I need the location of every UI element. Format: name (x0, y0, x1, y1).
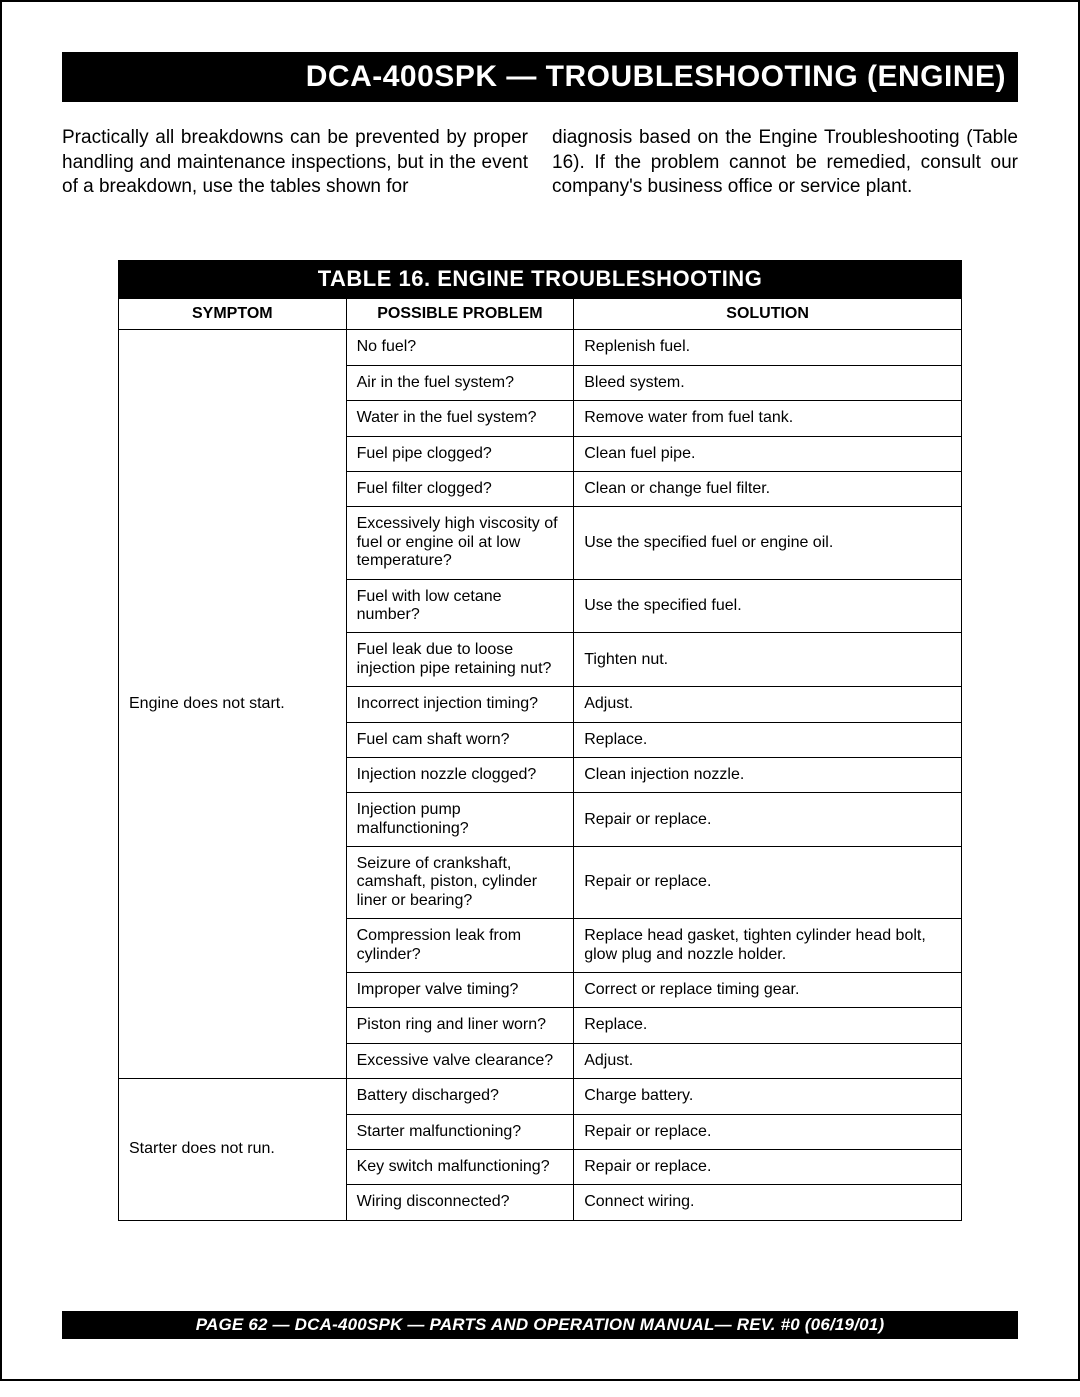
table-row: Engine does not start.No fuel?Replenish … (119, 330, 962, 365)
solution-cell: Replace. (574, 1008, 962, 1043)
solution-cell: Replace head gasket, tighten cylinder he… (574, 919, 962, 973)
intro-text: Practically all breakdowns can be preven… (62, 126, 1018, 200)
solution-cell: Repair or replace. (574, 1114, 962, 1149)
problem-cell: Fuel pipe clogged? (346, 436, 574, 471)
solution-cell: Connect wiring. (574, 1185, 962, 1220)
table-title: TABLE 16. ENGINE TROUBLESHOOTING (118, 260, 962, 298)
solution-cell: Remove water from fuel tank. (574, 401, 962, 436)
solution-cell: Clean or change fuel filter. (574, 472, 962, 507)
solution-cell: Adjust. (574, 687, 962, 722)
symptom-cell: Starter does not run. (119, 1079, 347, 1221)
problem-cell: Starter malfunctioning? (346, 1114, 574, 1149)
problem-cell: Wiring disconnected? (346, 1185, 574, 1220)
problem-cell: Seizure of crankshaft, camshaft, piston,… (346, 847, 574, 919)
solution-cell: Adjust. (574, 1043, 962, 1078)
page-title-bar: DCA-400SPK — TROUBLESHOOTING (ENGINE) (62, 52, 1018, 102)
problem-cell: Incorrect injection timing? (346, 687, 574, 722)
intro-col-2: diagnosis based on the Engine Troublesho… (552, 126, 1018, 200)
solution-cell: Clean injection nozzle. (574, 757, 962, 792)
problem-cell: Injection nozzle clogged? (346, 757, 574, 792)
problem-cell: Fuel cam shaft worn? (346, 722, 574, 757)
troubleshooting-table: SYMPTOM POSSIBLE PROBLEM SOLUTION Engine… (118, 298, 962, 1221)
solution-cell: Replenish fuel. (574, 330, 962, 365)
solution-cell: Tighten nut. (574, 633, 962, 687)
solution-cell: Use the specified fuel or engine oil. (574, 507, 962, 579)
problem-cell: Piston ring and liner worn? (346, 1008, 574, 1043)
header-problem: POSSIBLE PROBLEM (346, 299, 574, 330)
problem-cell: Water in the fuel system? (346, 401, 574, 436)
problem-cell: Fuel with low cetane number? (346, 579, 574, 633)
solution-cell: Charge battery. (574, 1079, 962, 1114)
problem-cell: Excessively high viscosity of fuel or en… (346, 507, 574, 579)
intro-col-1: Practically all breakdowns can be preven… (62, 126, 528, 200)
problem-cell: Excessive valve clearance? (346, 1043, 574, 1078)
problem-cell: Fuel leak due to loose injection pipe re… (346, 633, 574, 687)
solution-cell: Repair or replace. (574, 793, 962, 847)
header-symptom: SYMPTOM (119, 299, 347, 330)
problem-cell: Battery discharged? (346, 1079, 574, 1114)
solution-cell: Repair or replace. (574, 847, 962, 919)
problem-cell: Key switch malfunctioning? (346, 1150, 574, 1185)
solution-cell: Correct or replace timing gear. (574, 973, 962, 1008)
page-footer: PAGE 62 — DCA-400SPK — PARTS AND OPERATI… (62, 1311, 1018, 1339)
problem-cell: Improper valve timing? (346, 973, 574, 1008)
problem-cell: Injection pump malfunctioning? (346, 793, 574, 847)
problem-cell: Compression leak from cylinder? (346, 919, 574, 973)
solution-cell: Replace. (574, 722, 962, 757)
solution-cell: Bleed system. (574, 365, 962, 400)
solution-cell: Clean fuel pipe. (574, 436, 962, 471)
problem-cell: Air in the fuel system? (346, 365, 574, 400)
page-frame: DCA-400SPK — TROUBLESHOOTING (ENGINE) Pr… (0, 0, 1080, 1381)
table-row: Starter does not run.Battery discharged?… (119, 1079, 962, 1114)
table-header-row: SYMPTOM POSSIBLE PROBLEM SOLUTION (119, 299, 962, 330)
problem-cell: No fuel? (346, 330, 574, 365)
symptom-cell: Engine does not start. (119, 330, 347, 1079)
troubleshooting-table-wrap: TABLE 16. ENGINE TROUBLESHOOTING SYMPTOM… (118, 260, 962, 1221)
header-solution: SOLUTION (574, 299, 962, 330)
solution-cell: Repair or replace. (574, 1150, 962, 1185)
solution-cell: Use the specified fuel. (574, 579, 962, 633)
problem-cell: Fuel filter clogged? (346, 472, 574, 507)
